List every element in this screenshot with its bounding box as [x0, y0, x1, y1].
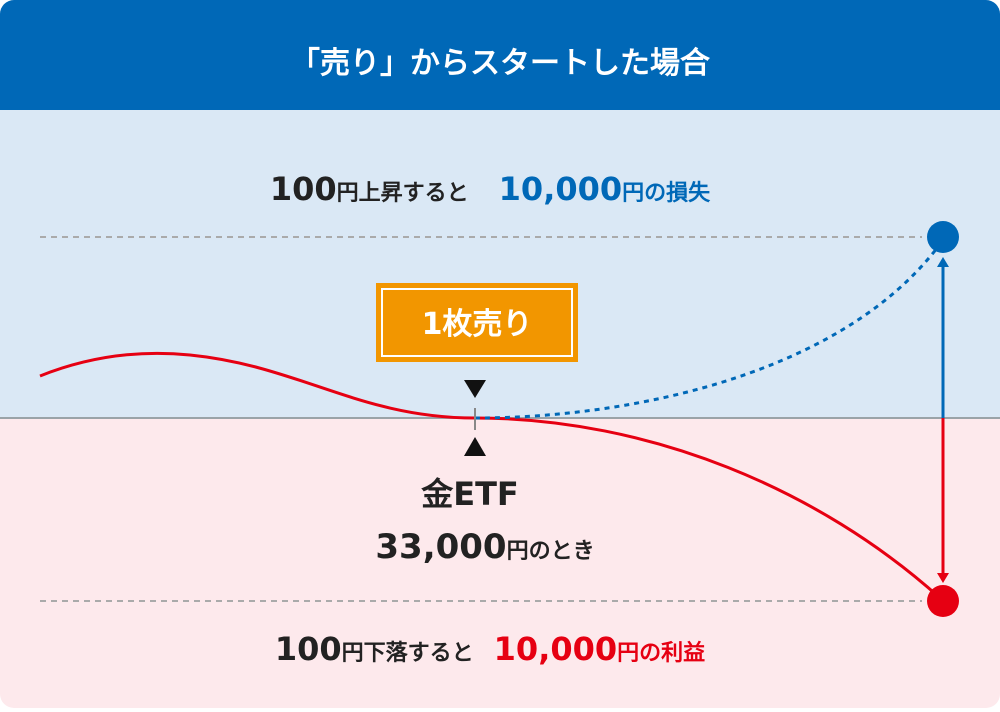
header-bg — [0, 0, 1000, 110]
gain-amount-text: 円の利益 — [617, 640, 705, 666]
short-loss-curve — [474, 239, 945, 420]
badge-border — [381, 288, 573, 357]
gain-move-text: 円下落すると — [342, 641, 474, 666]
start-label: 金ETF — [420, 475, 519, 513]
start-price-caption: 33,000円のとき — [375, 527, 594, 567]
up-triangle — [464, 437, 486, 456]
down-triangle — [464, 380, 486, 398]
upper-bg — [0, 110, 1000, 418]
loss-amount-text: 円の損失 — [622, 181, 711, 206]
loss-caption: 100円上昇すると 10,000円の損失 — [270, 170, 711, 208]
loss-move-text: 円上昇すると — [337, 181, 469, 206]
price-curve — [39, 351, 942, 600]
badge: 1枚売り — [422, 307, 533, 342]
gain-amount: 10,000 — [494, 630, 617, 668]
loss-amount: 10,000 — [499, 170, 622, 208]
lower-bg — [0, 418, 1000, 708]
gain-move: 100 — [275, 630, 342, 668]
loss-point — [927, 221, 959, 253]
badge-bg — [376, 283, 578, 362]
loss-move: 100 — [270, 170, 337, 208]
start-price: 33,000 — [375, 527, 506, 567]
gain-caption: 100円下落すると 10,000円の利益 — [275, 630, 705, 668]
start-price-text: 円のとき — [507, 539, 595, 564]
title: 「売り」からスタートした場合 — [290, 46, 710, 81]
gain-point — [927, 585, 959, 617]
